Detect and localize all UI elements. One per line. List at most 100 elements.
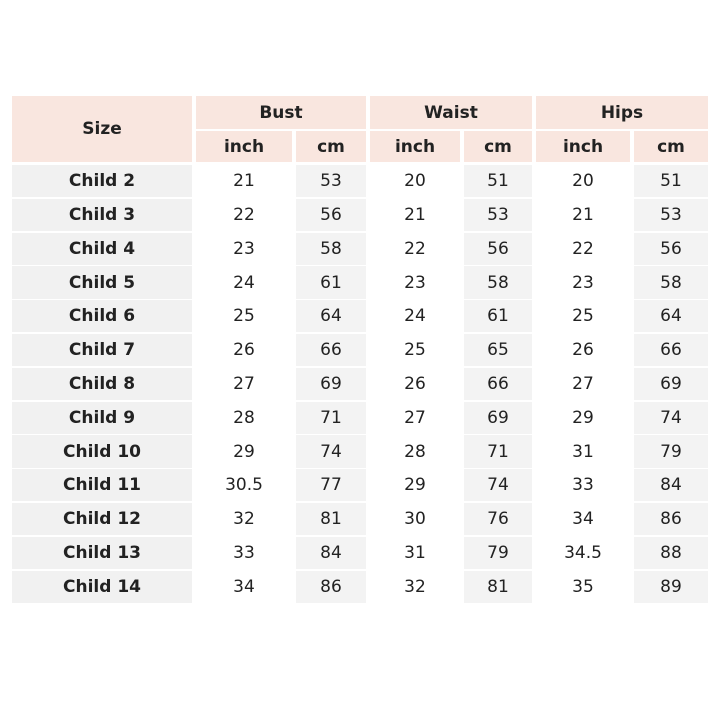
measure-cell: 79 xyxy=(634,435,708,468)
measure-cell: 29 xyxy=(536,401,630,434)
measure-cell: 22 xyxy=(370,232,460,265)
measure-cell: 25 xyxy=(370,334,460,367)
measure-cell: 30 xyxy=(370,503,460,536)
group-header: Hips xyxy=(536,96,708,129)
size-label: Child 4 xyxy=(12,232,192,265)
measure-cell: 29 xyxy=(370,469,460,502)
measure-cell: 65 xyxy=(464,334,532,367)
measure-cell: 71 xyxy=(296,401,366,434)
group-header: Waist xyxy=(370,96,532,129)
measure-cell: 24 xyxy=(370,300,460,333)
measure-cell: 20 xyxy=(536,165,630,198)
measure-cell: 26 xyxy=(196,334,292,367)
measure-cell: 25 xyxy=(196,300,292,333)
measure-cell: 56 xyxy=(296,198,366,232)
measure-cell: 32 xyxy=(196,503,292,536)
measure-cell: 61 xyxy=(464,300,532,333)
size-label: Child 3 xyxy=(12,198,192,232)
measure-cell: 74 xyxy=(634,401,708,434)
measure-cell: 88 xyxy=(634,536,708,570)
size-label: Child 5 xyxy=(12,266,192,299)
size-label: Child 14 xyxy=(12,570,192,603)
measure-cell: 28 xyxy=(196,401,292,434)
measure-cell: 20 xyxy=(370,165,460,198)
measure-cell: 79 xyxy=(464,536,532,570)
measure-cell: 84 xyxy=(634,469,708,502)
measure-cell: 81 xyxy=(464,570,532,603)
measure-cell: 32 xyxy=(370,570,460,603)
measure-cell: 21 xyxy=(536,198,630,232)
measure-cell: 58 xyxy=(464,266,532,299)
size-header: Size xyxy=(12,96,192,162)
measure-cell: 21 xyxy=(196,165,292,198)
measure-cell: 69 xyxy=(634,367,708,401)
measure-cell: 31 xyxy=(370,536,460,570)
measure-cell: 69 xyxy=(296,367,366,401)
measure-cell: 77 xyxy=(296,469,366,502)
measure-cell: 58 xyxy=(634,266,708,299)
unit-header: inch xyxy=(536,131,630,162)
size-label: Child 6 xyxy=(12,300,192,333)
measure-cell: 84 xyxy=(296,536,366,570)
size-label: Child 10 xyxy=(12,435,192,468)
measure-cell: 53 xyxy=(634,198,708,232)
measure-cell: 66 xyxy=(634,334,708,367)
measure-cell: 51 xyxy=(634,165,708,198)
measure-cell: 31 xyxy=(536,435,630,468)
measure-cell: 23 xyxy=(536,266,630,299)
measure-cell: 22 xyxy=(196,198,292,232)
measure-cell: 22 xyxy=(536,232,630,265)
measure-cell: 71 xyxy=(464,435,532,468)
measure-cell: 86 xyxy=(634,503,708,536)
measure-cell: 27 xyxy=(536,367,630,401)
measure-cell: 69 xyxy=(464,401,532,434)
measure-cell: 66 xyxy=(296,334,366,367)
measure-cell: 74 xyxy=(296,435,366,468)
size-label: Child 7 xyxy=(12,334,192,367)
unit-header: inch xyxy=(370,131,460,162)
measure-cell: 86 xyxy=(296,570,366,603)
measure-cell: 21 xyxy=(370,198,460,232)
unit-header: inch xyxy=(196,131,292,162)
measure-cell: 23 xyxy=(370,266,460,299)
measure-cell: 23 xyxy=(196,232,292,265)
measure-cell: 58 xyxy=(296,232,366,265)
measure-cell: 34.5 xyxy=(536,536,630,570)
unit-header: cm xyxy=(464,131,532,162)
measure-cell: 76 xyxy=(464,503,532,536)
measure-cell: 64 xyxy=(634,300,708,333)
measure-cell: 27 xyxy=(370,401,460,434)
measure-cell: 29 xyxy=(196,435,292,468)
unit-header: cm xyxy=(296,131,366,162)
size-label: Child 8 xyxy=(12,367,192,401)
measure-cell: 34 xyxy=(196,570,292,603)
measure-cell: 53 xyxy=(464,198,532,232)
measure-cell: 26 xyxy=(370,367,460,401)
measure-cell: 66 xyxy=(464,367,532,401)
measure-cell: 64 xyxy=(296,300,366,333)
size-label: Child 9 xyxy=(12,401,192,434)
measure-cell: 26 xyxy=(536,334,630,367)
size-label: Child 12 xyxy=(12,503,192,536)
measure-cell: 30.5 xyxy=(196,469,292,502)
measure-cell: 56 xyxy=(464,232,532,265)
size-label: Child 2 xyxy=(12,165,192,198)
measure-cell: 24 xyxy=(196,266,292,299)
unit-header: cm xyxy=(634,131,708,162)
group-header: Bust xyxy=(196,96,366,129)
measure-cell: 27 xyxy=(196,367,292,401)
measure-cell: 74 xyxy=(464,469,532,502)
measure-cell: 81 xyxy=(296,503,366,536)
size-label: Child 13 xyxy=(12,536,192,570)
measure-cell: 56 xyxy=(634,232,708,265)
measure-cell: 35 xyxy=(536,570,630,603)
size-label: Child 11 xyxy=(12,469,192,502)
measure-cell: 28 xyxy=(370,435,460,468)
measure-cell: 89 xyxy=(634,570,708,603)
measure-cell: 33 xyxy=(536,469,630,502)
measure-cell: 34 xyxy=(536,503,630,536)
measure-cell: 33 xyxy=(196,536,292,570)
measure-cell: 61 xyxy=(296,266,366,299)
measure-cell: 25 xyxy=(536,300,630,333)
